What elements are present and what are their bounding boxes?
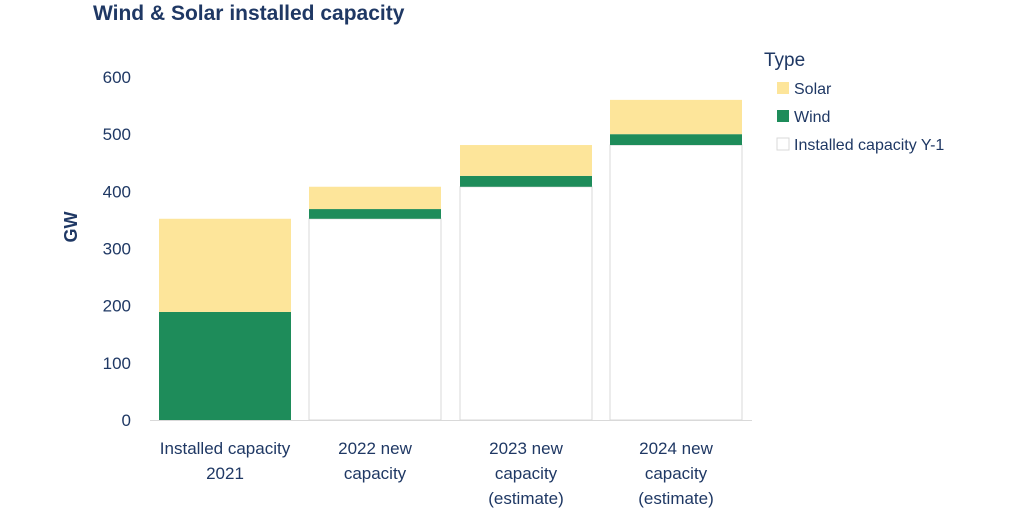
legend-swatch [776, 137, 790, 151]
legend-swatch [777, 110, 789, 122]
bar-installed-capacity-y-1 [459, 186, 593, 421]
y-tick-label: 500 [103, 125, 131, 144]
bar-solar [159, 218, 291, 312]
bar-solar [460, 145, 592, 176]
bar-installed-capacity-y-1 [308, 218, 442, 421]
x-category-label: 2023 new capacity (estimate) [488, 439, 564, 508]
bar-installed-capacity-y-1 [609, 144, 743, 421]
y-axis-label: GW [61, 211, 81, 242]
x-category-label: 2024 new capacity (estimate) [638, 439, 714, 508]
y-tick-label: 400 [103, 182, 131, 201]
legend-swatch [777, 82, 789, 94]
x-category-label: Installed capacity 2021 [160, 439, 291, 483]
y-tick-label: 200 [103, 297, 131, 316]
legend-label: Wind [794, 109, 830, 126]
y-tick-label: 100 [103, 354, 131, 373]
bar-wind [309, 209, 441, 219]
chart-title: Wind & Solar installed capacity [93, 2, 405, 25]
legend-label: Solar [794, 81, 832, 98]
y-tick-label: 300 [103, 240, 131, 259]
bar-wind [610, 134, 742, 146]
bar-wind [460, 175, 592, 187]
y-tick-label: 600 [103, 68, 131, 87]
x-category-label: 2022 new capacity [338, 439, 412, 483]
y-tick-label: 0 [122, 411, 131, 430]
bar-solar [610, 99, 742, 135]
legend-label: Installed capacity Y-1 [794, 137, 944, 154]
bar-solar [309, 186, 441, 210]
legend-title: Type [764, 50, 805, 71]
bar-wind [159, 311, 291, 420]
